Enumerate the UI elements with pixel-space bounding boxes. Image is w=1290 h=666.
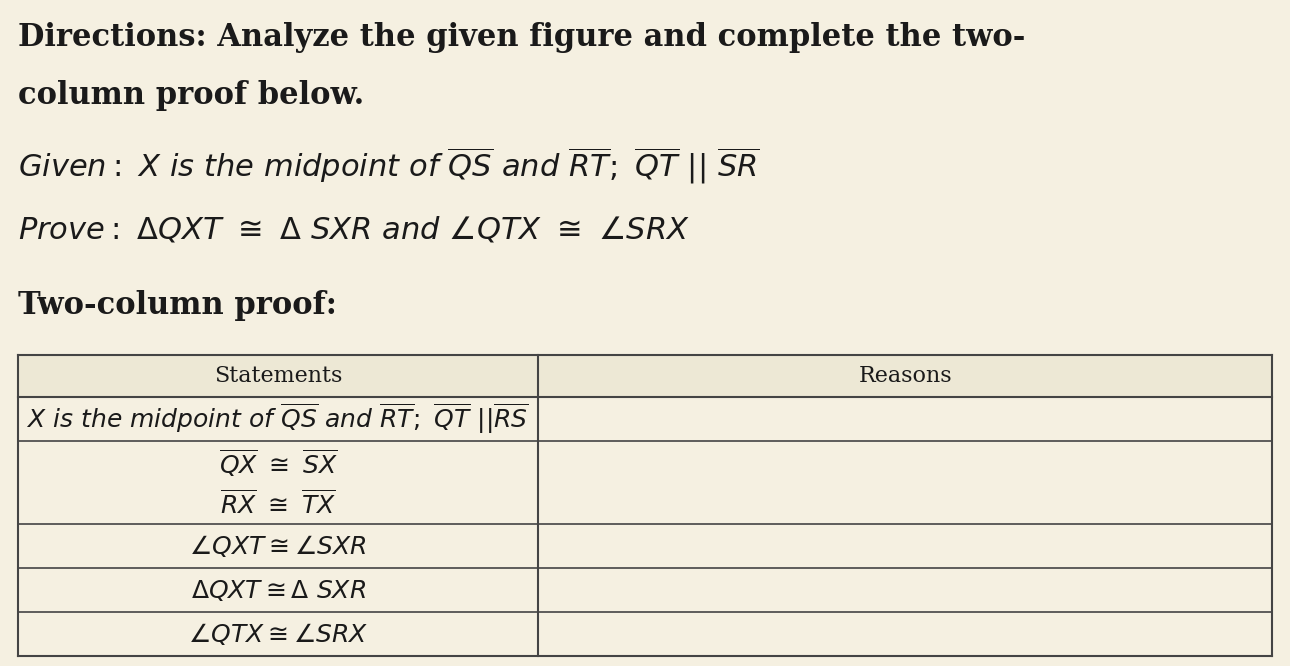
Text: $\Delta QXT \cong \Delta\ SXR$: $\Delta QXT \cong \Delta\ SXR$ [191,577,366,603]
Text: $\overline{RX}\ \cong\ \overline{TX}$: $\overline{RX}\ \cong\ \overline{TX}$ [221,490,337,519]
Text: $\overline{QX}\ \cong\ \overline{SX}$: $\overline{QX}\ \cong\ \overline{SX}$ [218,447,338,479]
Text: Directions: Analyze the given figure and complete the two-: Directions: Analyze the given figure and… [18,22,1026,53]
Text: Reasons: Reasons [858,365,952,387]
Text: Two-column proof:: Two-column proof: [18,290,337,321]
Text: $\it{Given}$$\it{:\ X\ is\ the\ midpoint\ of\ }$$\overline{QS}$$\it{\ and\ }$$\o: $\it{Given}$$\it{:\ X\ is\ the\ midpoint… [18,145,760,186]
Text: $\it{X\ is\ the\ midpoint\ of\ }$$\overline{QS}$$\it{\ and\ }$$\overline{RT}$$\i: $\it{X\ is\ the\ midpoint\ of\ }$$\overl… [26,402,529,436]
Text: column proof below.: column proof below. [18,80,364,111]
Bar [18,355,1272,397]
Text: $\angle QTX \cong \angle SRX$: $\angle QTX \cong \angle SRX$ [188,621,369,647]
Bar [18,355,1272,656]
Text: $\angle QXT \cong \angle SXR$: $\angle QXT \cong \angle SXR$ [190,533,366,559]
Text: $\it{Prove:\ \Delta QXT}$ $\cong$ $\it{\Delta\ SXR\ and\ \angle QTX}$ $\cong$ $\: $\it{Prove:\ \Delta QXT}$ $\cong$ $\it{\… [18,215,690,246]
Text: Statements: Statements [214,365,342,387]
